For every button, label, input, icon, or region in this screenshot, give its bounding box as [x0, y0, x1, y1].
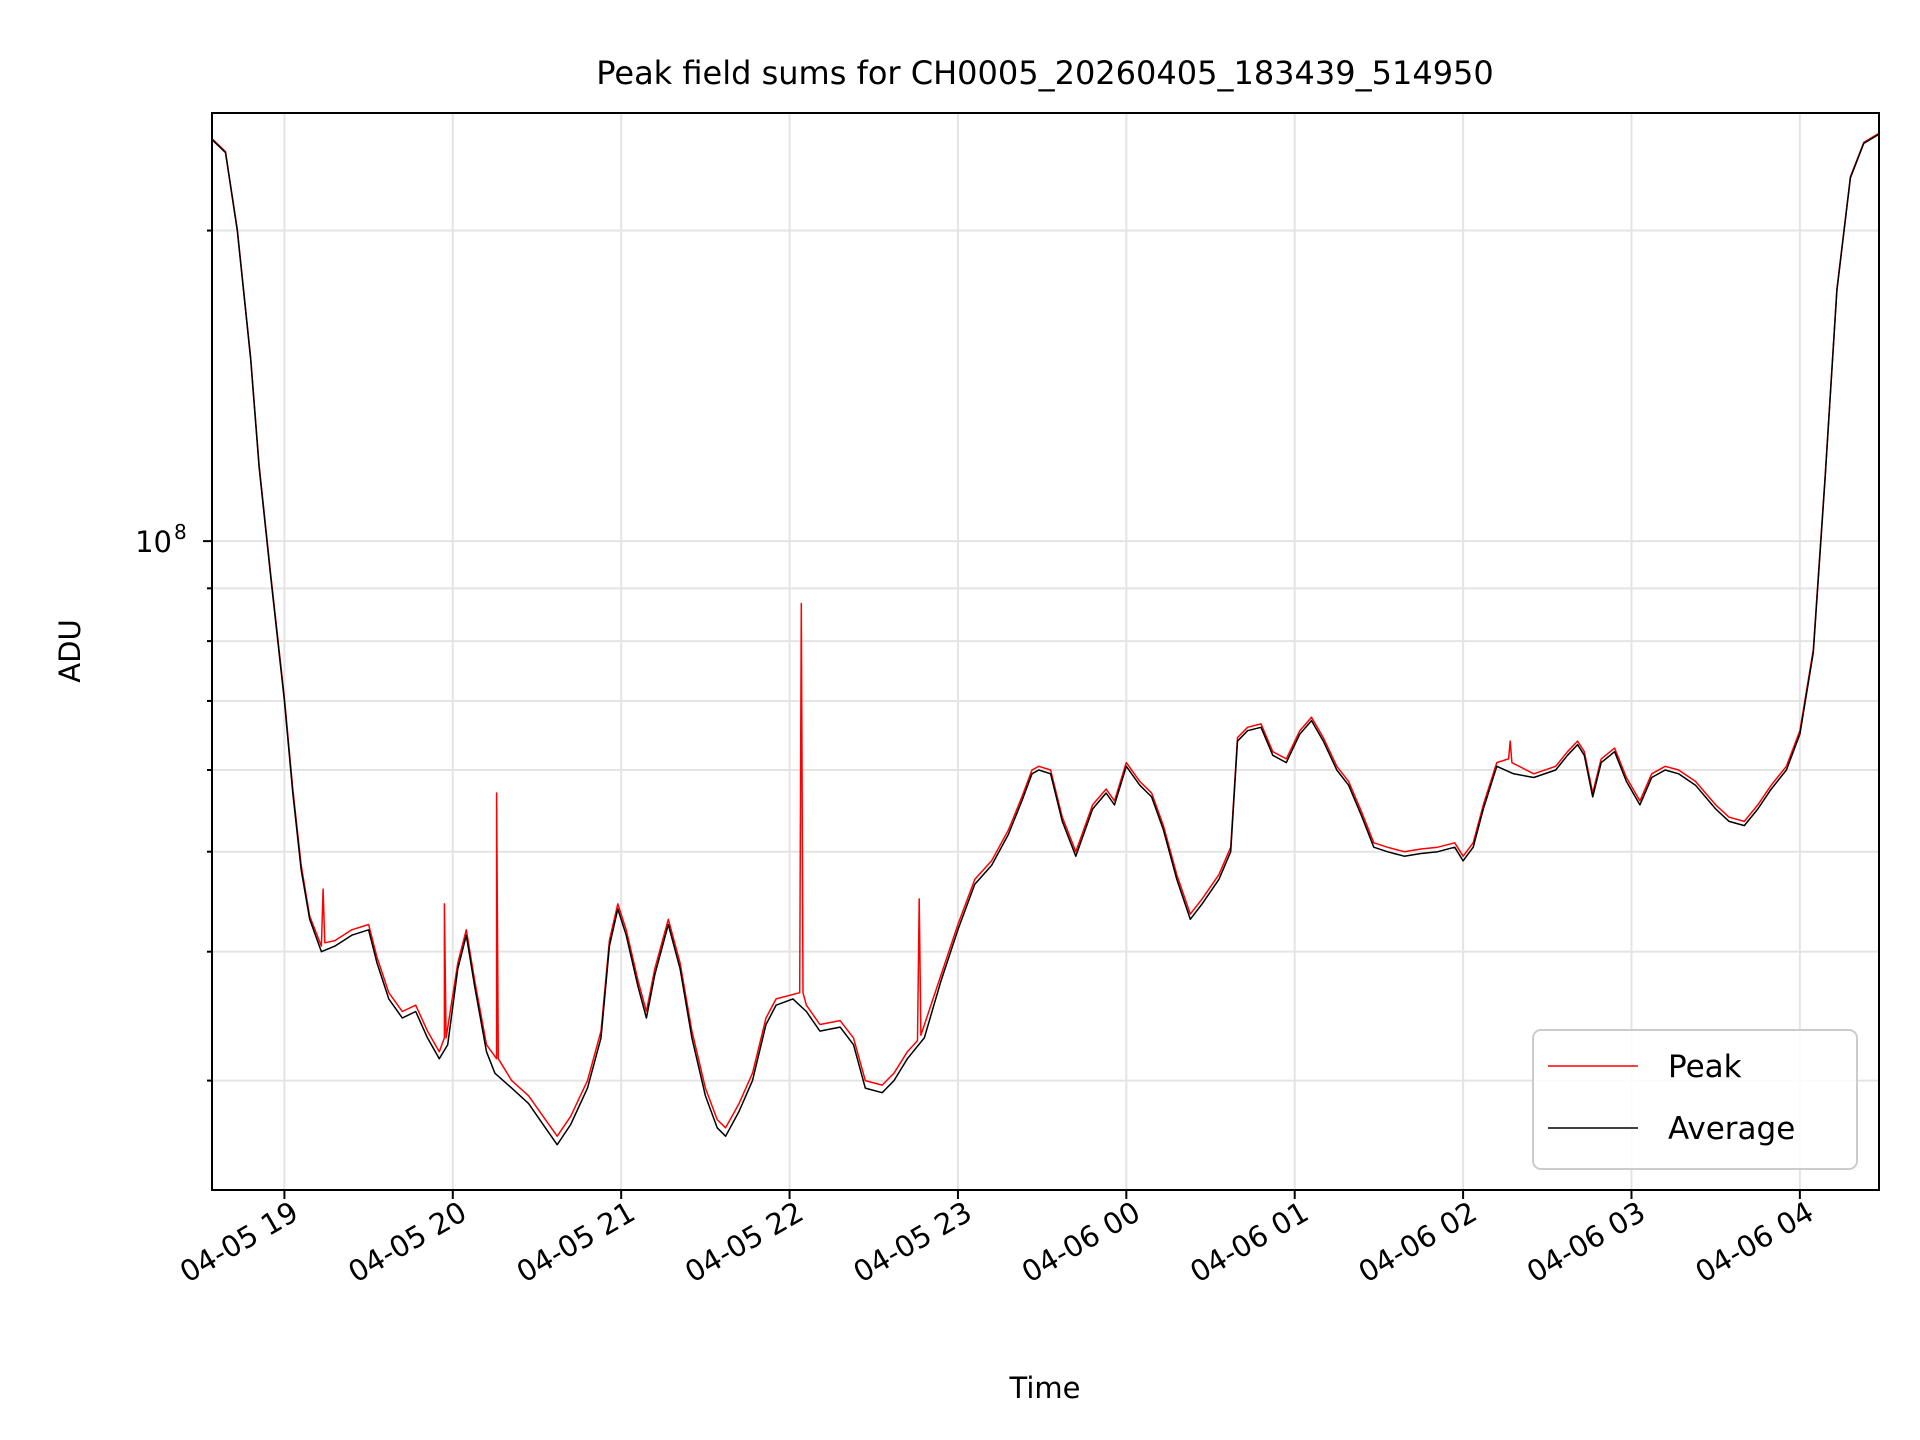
- x-axis-label: Time: [1009, 1371, 1081, 1405]
- legend-box: [1532, 1029, 1858, 1170]
- y-axis: 10 8: [135, 229, 212, 1082]
- y-tick-label-exponent: 8: [174, 520, 187, 544]
- y-tick-label: 10: [135, 525, 172, 559]
- plot-frame: [211, 112, 1880, 1191]
- y-axis-label: ADU: [53, 619, 87, 682]
- chart-title: Peak field sums for CH0005_20260405_1834…: [596, 54, 1494, 92]
- series-line-average: [212, 133, 1879, 1146]
- legend-label-average: Average: [1668, 1111, 1795, 1147]
- series-layer: [212, 132, 1879, 1146]
- series-line-peak: [212, 132, 1879, 1137]
- legend: Peak Average: [1532, 1029, 1858, 1170]
- legend-label-peak: Peak: [1668, 1049, 1742, 1085]
